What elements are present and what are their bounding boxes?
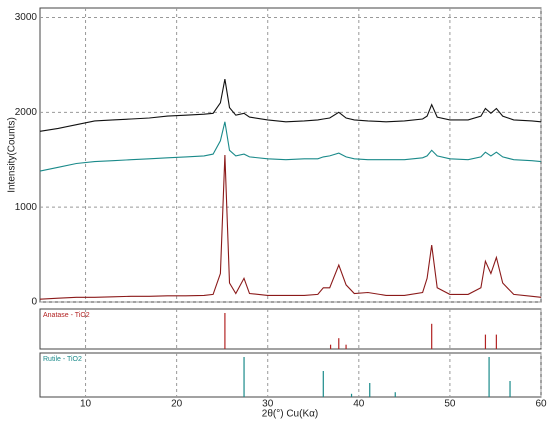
x-tick-label: 10 xyxy=(80,399,92,410)
x-tick-label: 40 xyxy=(353,399,365,410)
panel-label: Rutile - TiO2 xyxy=(43,356,82,363)
y-tick-label: 0 xyxy=(31,297,37,308)
plot-frame xyxy=(39,308,542,350)
x-axis-label: 2θ(°) Cu(Kα) xyxy=(262,409,318,420)
y-tick-label: 3000 xyxy=(15,12,38,23)
x-tick-label: 20 xyxy=(171,399,183,410)
x-tick-label: 60 xyxy=(535,399,547,410)
data-line xyxy=(39,154,542,300)
y-tick-label: 2000 xyxy=(15,107,38,118)
plot-frame xyxy=(39,352,542,398)
data-line xyxy=(39,78,542,132)
panel-label: Anatase - TiO2 xyxy=(43,312,90,319)
x-tick-label: 50 xyxy=(444,399,456,410)
y-tick-label: 1000 xyxy=(15,202,38,213)
y-axis-label: Intensity(Counts) xyxy=(7,117,18,193)
x-tick-label: 30 xyxy=(262,399,274,410)
plot-frame xyxy=(39,7,542,303)
data-line xyxy=(39,121,542,172)
